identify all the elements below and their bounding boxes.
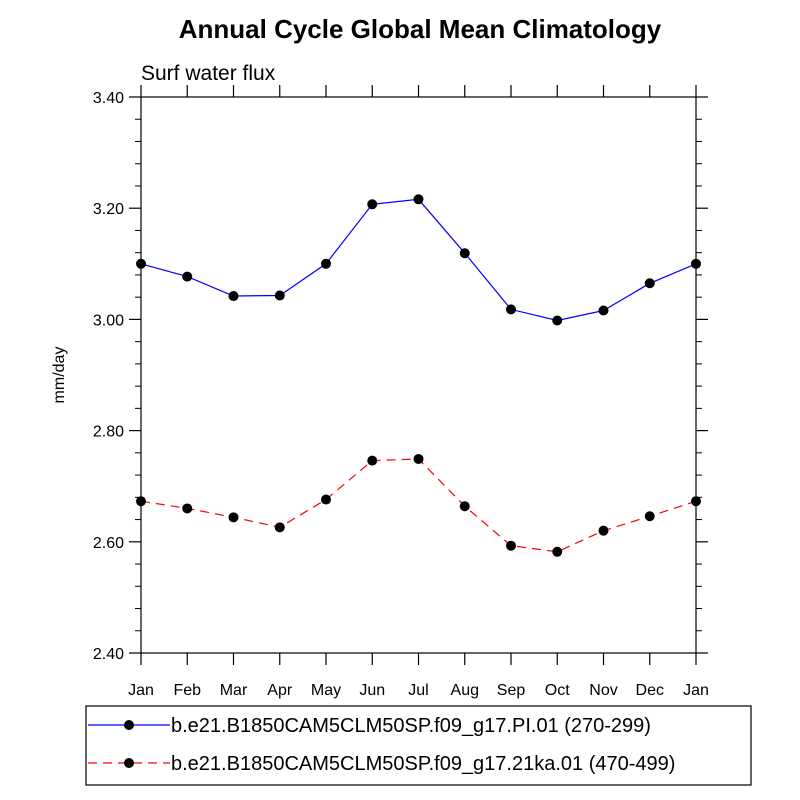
y-tick-label: 3.40 (93, 90, 124, 107)
x-tick-label: May (311, 682, 341, 699)
x-tick-label: Oct (545, 682, 570, 699)
axis-ticks (129, 85, 708, 665)
series-1-point (321, 258, 331, 269)
legend-label-series-2: b.e21.B1850CAM5CLM50SP.f09_g17.21ka.01 (… (171, 753, 675, 775)
y-tick-label: 3.20 (93, 201, 124, 218)
legend-marker-series-1 (124, 720, 134, 730)
series-1-point (182, 271, 193, 282)
series-2-point (552, 546, 563, 557)
series-line-2 (140, 458, 697, 553)
series-1-point (367, 199, 378, 210)
series-2-point (644, 511, 655, 522)
y-tick-label: 2.40 (93, 646, 124, 663)
x-tick-label: Jan (683, 682, 709, 699)
x-tick-label: Dec (636, 682, 664, 699)
plot-frame (140, 96, 697, 654)
x-tick-label: Jun (359, 682, 385, 699)
x-tick-label: Jan (128, 682, 154, 699)
series-1-point (136, 258, 146, 269)
series-1-point (506, 304, 516, 315)
series-1-point (691, 258, 701, 269)
series-2-point (136, 496, 146, 507)
series-2-point (182, 503, 193, 514)
legend-marker-series-2 (124, 758, 134, 768)
series-1-point (413, 194, 424, 205)
series-1-point (459, 248, 470, 259)
series-2-point (321, 494, 331, 505)
x-tick-label: Mar (220, 682, 248, 699)
series-2-point (506, 540, 516, 551)
series-1-point (598, 305, 609, 316)
y-tick-labels: 2.40 2.60 2.80 3.00 3.20 3.40 (93, 90, 124, 663)
chart-title: Annual Cycle Global Mean Climatology (179, 14, 662, 44)
x-tick-label: Aug (451, 682, 479, 699)
series-1-point (228, 291, 239, 302)
x-tick-label: Apr (267, 682, 293, 699)
x-tick-label: Feb (173, 682, 201, 699)
x-tick-labels: Jan Feb Mar Apr May Jun Jul Aug Sep Oct Nov Dec Jan (128, 682, 709, 699)
series-2-point (274, 522, 285, 533)
legend: b.e21.B1850CAM5CLM50SP.f09_g17.PI.01 (27… (85, 705, 752, 786)
x-tick-label: Nov (589, 682, 617, 699)
y-tick-label: 2.80 (93, 424, 124, 441)
legend-label-series-1: b.e21.B1850CAM5CLM50SP.f09_g17.PI.01 (27… (171, 715, 651, 737)
series-line-1 (140, 198, 697, 322)
legend-box (85, 705, 752, 786)
series-2-point (367, 455, 378, 466)
series-1-point (552, 315, 563, 326)
series-layer (136, 194, 701, 557)
series-1-point (644, 278, 655, 289)
series-2-point (691, 496, 701, 507)
x-tick-label: Jul (408, 682, 428, 699)
x-tick-label: Sep (497, 682, 526, 699)
chart-subtitle: Surf water flux (141, 62, 276, 85)
series-2-point (598, 525, 609, 536)
y-tick-label: 3.00 (93, 312, 124, 329)
series-2-point (413, 453, 424, 464)
y-tick-label: 2.60 (93, 535, 124, 552)
series-2-point (228, 512, 239, 523)
y-axis-label: mm/day (51, 347, 68, 404)
series-2-point (459, 501, 470, 512)
series-1-point (274, 290, 285, 301)
